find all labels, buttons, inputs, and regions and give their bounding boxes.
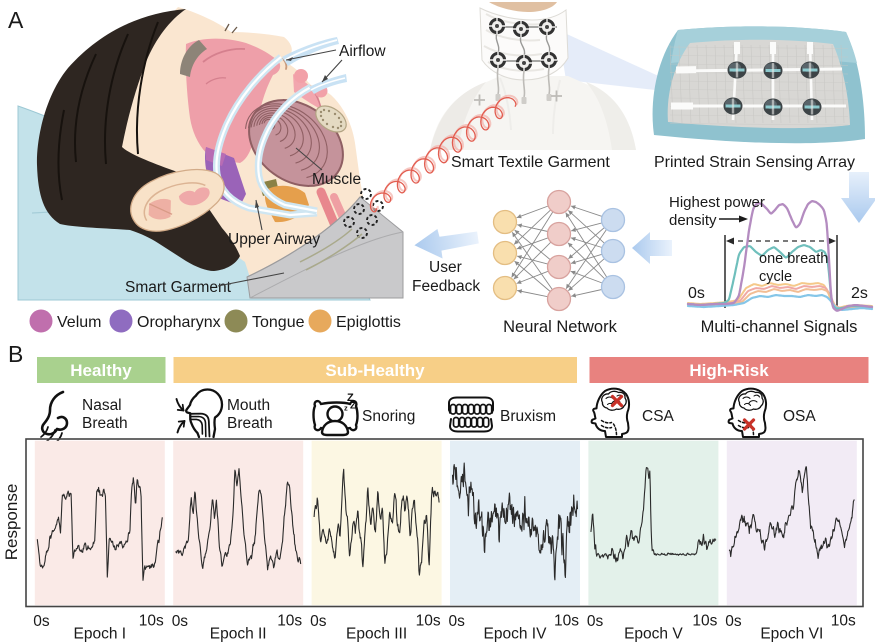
svg-text:Upper Airway: Upper Airway (228, 231, 320, 248)
svg-text:Epiglottis: Epiglottis (336, 314, 401, 331)
svg-text:Sub-Healthy: Sub-Healthy (325, 361, 425, 380)
svg-text:10s: 10s (416, 613, 441, 630)
svg-text:Oropharynx: Oropharynx (137, 314, 221, 331)
svg-text:10s: 10s (277, 613, 302, 630)
svg-text:0s: 0s (33, 613, 50, 630)
svg-text:10s: 10s (554, 613, 579, 630)
svg-text:Breath: Breath (227, 415, 273, 432)
svg-text:B: B (8, 341, 23, 367)
svg-text:0s: 0s (688, 285, 705, 302)
svg-text:Smart Textile Garment: Smart Textile Garment (451, 154, 610, 171)
svg-text:2s: 2s (851, 285, 868, 302)
svg-text:10s: 10s (692, 613, 717, 630)
svg-text:Airflow: Airflow (339, 43, 386, 60)
svg-text:Smart Garment: Smart Garment (125, 279, 232, 296)
svg-text:Bruxism: Bruxism (500, 408, 556, 425)
svg-text:User: User (429, 259, 462, 276)
svg-text:density: density (669, 212, 717, 229)
svg-text:Healthy: Healthy (70, 361, 132, 380)
svg-text:0s: 0s (449, 613, 466, 630)
svg-text:Epoch I: Epoch I (74, 626, 127, 643)
svg-text:10s: 10s (139, 613, 164, 630)
svg-text:Z: Z (347, 392, 354, 404)
svg-text:Muscle: Muscle (312, 171, 361, 188)
svg-text:Feedback: Feedback (412, 278, 480, 295)
svg-text:Z: Z (350, 401, 356, 412)
svg-text:Epoch V: Epoch V (624, 626, 683, 643)
svg-text:Highest power: Highest power (669, 194, 765, 211)
svg-text:one breath: one breath (759, 251, 828, 267)
svg-text:Multi-channel Signals: Multi-channel Signals (701, 318, 858, 336)
svg-text:Epoch III: Epoch III (346, 626, 407, 643)
svg-text:Neural Network: Neural Network (503, 318, 617, 336)
svg-text:Epoch VI: Epoch VI (760, 626, 823, 643)
svg-text:0s: 0s (172, 613, 189, 630)
svg-text:OSA: OSA (783, 408, 816, 425)
svg-text:Epoch IV: Epoch IV (484, 626, 548, 643)
svg-text:Response: Response (2, 484, 21, 561)
svg-text:z: z (344, 404, 348, 413)
svg-text:Velum: Velum (57, 314, 101, 331)
svg-text:0s: 0s (725, 613, 742, 630)
svg-text:Epoch II: Epoch II (210, 626, 267, 643)
svg-text:Breath: Breath (82, 415, 128, 432)
svg-text:A: A (8, 7, 24, 33)
svg-text:Nasal: Nasal (82, 397, 122, 414)
svg-text:Snoring: Snoring (362, 408, 415, 425)
svg-text:Mouth: Mouth (227, 397, 270, 414)
svg-text:Tongue: Tongue (252, 314, 305, 331)
svg-text:10s: 10s (831, 613, 856, 630)
svg-text:Printed Strain Sensing Array: Printed Strain Sensing Array (654, 154, 855, 171)
svg-text:0s: 0s (587, 613, 604, 630)
svg-text:0s: 0s (310, 613, 327, 630)
svg-text:High-Risk: High-Risk (689, 361, 769, 380)
svg-text:CSA: CSA (642, 408, 675, 425)
svg-text:cycle: cycle (759, 269, 792, 285)
